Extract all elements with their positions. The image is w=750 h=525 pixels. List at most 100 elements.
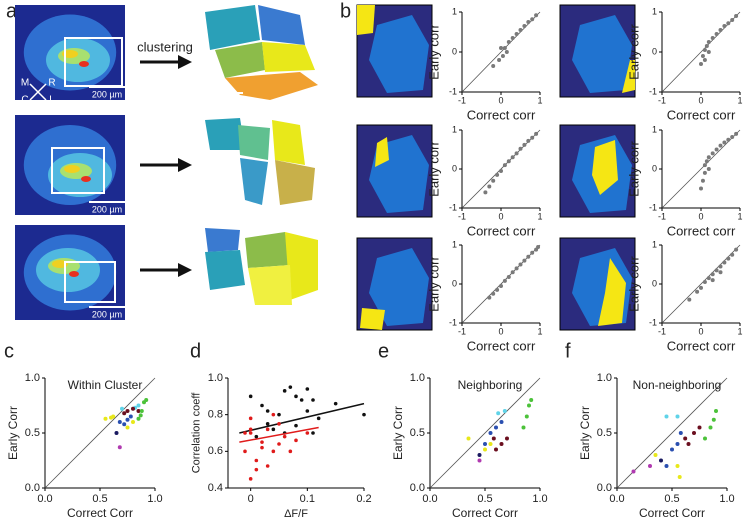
y-tick-label: 0.0 (410, 482, 425, 494)
data-point (722, 24, 727, 28)
y-tick-label: 1 (652, 6, 657, 16)
data-point (248, 477, 253, 481)
panel-label: d (190, 340, 201, 362)
data-point (466, 436, 471, 441)
data-point (494, 447, 498, 452)
data-point (653, 453, 658, 457)
x-axis-label: Correct Corr (452, 506, 518, 520)
y-tick-label: 0.0 (597, 482, 612, 494)
fit-line (239, 402, 365, 434)
x-tick-label: -1 (458, 326, 466, 336)
panel-label: f (565, 340, 571, 362)
cluster-map-highlight (375, 137, 389, 167)
y-tick-label: 0 (652, 163, 657, 173)
data-point (521, 425, 526, 430)
data-point (483, 190, 488, 195)
x-tick-label: 1.0 (147, 493, 162, 505)
x-tick-label: 0 (498, 326, 503, 336)
data-point (260, 440, 264, 444)
orientation (29, 83, 47, 101)
x-tick-label: 1 (737, 95, 742, 105)
data-point (487, 295, 492, 300)
x-axis-label: Correct corr (667, 107, 736, 122)
data-point (706, 276, 711, 281)
data-point (648, 464, 652, 468)
y-tick-label: 0.5 (597, 427, 612, 439)
x-tick-label: -1 (458, 211, 466, 221)
y-tick-label: 1 (452, 239, 457, 249)
y-tick-label: 0.6 (208, 445, 223, 457)
data-point (659, 458, 663, 463)
data-point (260, 445, 264, 450)
arrow-label: clustering (137, 39, 193, 54)
x-tick-label: 1 (737, 326, 742, 336)
data-point (299, 398, 304, 402)
x-axis-label: Correct corr (467, 107, 536, 122)
data-point (122, 411, 127, 416)
cluster-region (225, 72, 318, 100)
data-point (518, 28, 523, 32)
y-tick-label: 0.5 (25, 427, 40, 439)
x-tick-label: 0 (498, 211, 503, 221)
data-point (702, 170, 707, 175)
data-point (265, 409, 270, 413)
data-point (494, 425, 498, 430)
data-point (499, 168, 503, 173)
data-point (514, 32, 519, 36)
x-tick-label: 1.0 (532, 493, 547, 505)
data-point (117, 420, 122, 424)
chart-title: Non-neighboring (633, 378, 722, 392)
y-axis-label: Early corr (427, 24, 442, 80)
y-axis-label: Early corr (427, 141, 442, 197)
data-point (718, 270, 723, 275)
y-tick-label: 0 (652, 46, 657, 56)
data-point (288, 385, 293, 389)
data-point (714, 147, 719, 152)
y-tick-label: -1 (649, 202, 657, 212)
x-tick-label: 1 (537, 211, 542, 221)
cluster-region (248, 265, 292, 305)
data-point (534, 13, 539, 18)
data-point (706, 50, 711, 54)
data-point (311, 398, 315, 402)
data-point (529, 398, 534, 402)
data-point (254, 434, 259, 439)
identity-line (661, 11, 741, 93)
data-point (726, 21, 731, 26)
data-point (683, 436, 688, 441)
data-point (495, 172, 500, 177)
cluster-map-blob (369, 15, 429, 93)
data-point (502, 46, 507, 50)
data-point (699, 285, 703, 290)
cluster-region (258, 5, 305, 45)
data-point (103, 416, 108, 421)
data-point (675, 464, 680, 468)
y-axis-label: Early corr (627, 141, 642, 197)
data-point (518, 146, 523, 151)
data-point (120, 406, 124, 411)
data-point (138, 413, 143, 418)
data-point (510, 270, 515, 275)
data-point (722, 260, 727, 265)
data-point (526, 138, 531, 143)
y-axis-label: Early corr (427, 256, 442, 312)
y-tick-label: 1 (452, 124, 457, 134)
x-axis-label: Correct corr (467, 223, 536, 238)
data-point (488, 442, 493, 446)
data-point (500, 54, 505, 58)
roi-box (51, 147, 105, 194)
y-tick-label: 0 (452, 278, 457, 288)
orientation-label: L (49, 95, 55, 106)
data-point (718, 143, 723, 148)
cluster-map-blob (369, 248, 429, 326)
chart-title: Within Cluster (68, 378, 143, 392)
y-tick-label: 1 (652, 239, 657, 249)
x-tick-label: 1 (537, 326, 542, 336)
x-tick-label: 0.0 (422, 493, 437, 505)
data-point (702, 163, 707, 168)
cluster-region (262, 42, 315, 72)
data-point (333, 401, 338, 406)
data-point (243, 431, 247, 435)
x-tick-label: 0 (698, 95, 703, 105)
data-point (294, 423, 298, 428)
